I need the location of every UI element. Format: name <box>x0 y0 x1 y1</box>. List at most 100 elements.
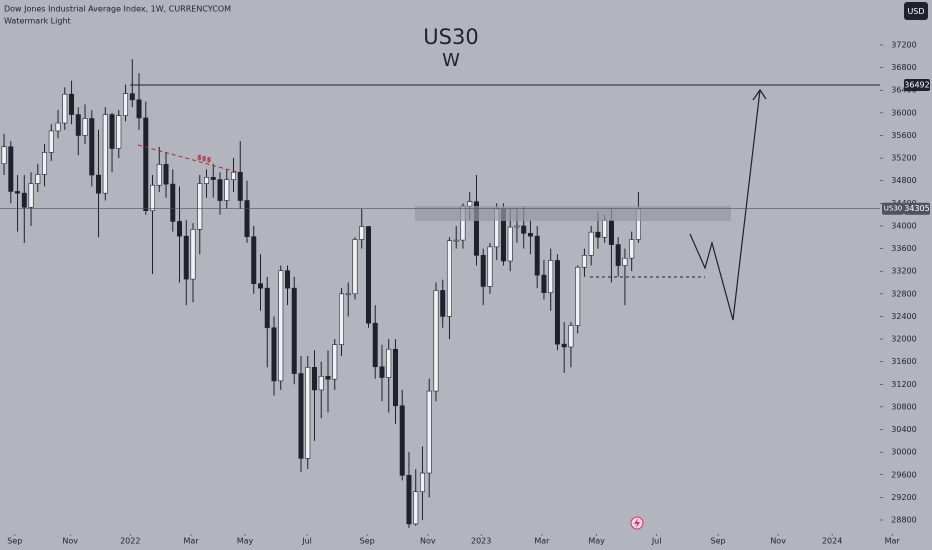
candle-body <box>392 348 398 407</box>
chart-subtitle: W <box>442 50 460 71</box>
y-tick-label: 32800 <box>891 289 916 298</box>
last-price-name: US30 <box>884 205 902 213</box>
candle-body <box>581 255 587 268</box>
candle-body <box>170 183 176 222</box>
event-icon-bolt[interactable] <box>634 518 640 528</box>
candle-body <box>399 405 405 476</box>
x-tick-label: Nov <box>770 537 786 546</box>
last-price-box <box>904 202 930 215</box>
x-tick-label: 2023 <box>471 537 491 546</box>
candle-body <box>129 93 135 101</box>
candle-body <box>433 290 439 392</box>
candle-body <box>446 240 452 317</box>
x-tick-label: Nov <box>62 537 78 546</box>
symbol-description: Dow Jones Industrial Average Index, 1W, … <box>4 5 231 14</box>
x-tick-label: Jul <box>651 537 662 546</box>
candle-body <box>163 164 169 185</box>
candle-body <box>123 93 129 116</box>
last-price-label: 34305 <box>904 204 929 213</box>
candle-body <box>345 293 351 296</box>
candle-body <box>150 184 156 211</box>
y-tick-label: 36800 <box>891 63 916 72</box>
y-tick-label: 33600 <box>891 244 916 253</box>
y-tick-label: 34800 <box>891 176 916 185</box>
candle-body <box>629 239 635 259</box>
candle-body <box>69 93 75 115</box>
candle-body <box>35 174 41 184</box>
y-tick-label: 36000 <box>891 108 916 117</box>
candle-body <box>116 115 122 149</box>
candle-body <box>318 376 324 391</box>
candle-body <box>197 183 203 230</box>
x-tick-label: May <box>588 537 605 546</box>
level-label-box <box>904 79 930 92</box>
candle-body <box>244 200 250 237</box>
candle-body <box>82 118 88 136</box>
x-tick-label: Sep <box>7 537 22 546</box>
candle-body <box>554 260 560 345</box>
last-price-name-box <box>882 202 904 215</box>
candle-body <box>615 244 621 266</box>
candle-body <box>365 226 371 324</box>
resistance-zone <box>415 206 731 221</box>
candle-body <box>143 117 149 211</box>
x-tick-label: May <box>237 537 254 546</box>
candle-body <box>521 225 527 234</box>
y-tick-label: 32000 <box>891 335 916 344</box>
candle-body <box>89 118 95 176</box>
candle-body <box>109 114 115 149</box>
x-tick-label: Mar <box>534 537 550 546</box>
candle-body <box>453 239 459 242</box>
y-tick-label: 34400 <box>891 199 916 208</box>
candle-body <box>237 171 243 201</box>
y-tick-label: 35200 <box>891 154 916 163</box>
candle-body <box>217 179 223 201</box>
candle-body <box>8 146 14 192</box>
candle-body <box>62 93 68 124</box>
candle-body <box>467 201 473 207</box>
candle-body <box>359 226 365 240</box>
candle-body <box>588 231 594 256</box>
candle-body <box>177 221 183 237</box>
candle-body <box>332 344 338 380</box>
x-tick-label: Mar <box>183 537 199 546</box>
candle-body <box>28 183 34 208</box>
candle-body <box>136 99 142 119</box>
candle-body <box>15 191 21 194</box>
candle-body <box>419 472 425 493</box>
candle-body <box>278 270 284 382</box>
candle-body <box>440 290 446 317</box>
x-tick-label: Mar <box>885 537 901 546</box>
candle-body <box>622 257 628 266</box>
candle-body <box>21 192 27 208</box>
y-tick-label: 32400 <box>891 312 916 321</box>
x-tick-label: Jul <box>301 537 312 546</box>
currency-button[interactable] <box>904 2 928 20</box>
candle-body <box>426 390 432 474</box>
x-tick-label: Sep <box>360 537 375 546</box>
candle-body <box>602 219 608 238</box>
candle-body <box>102 114 108 194</box>
candles-layer <box>1 59 641 528</box>
candle-body <box>305 367 311 459</box>
candle-body <box>156 164 162 186</box>
y-tick-label: 30400 <box>891 425 916 434</box>
candle-body <box>284 270 290 289</box>
candle-body <box>487 246 493 287</box>
candle-body <box>251 236 257 284</box>
level-label: 36492 <box>904 81 929 90</box>
candle-body <box>1 146 7 165</box>
currency-label[interactable]: USD <box>907 7 924 16</box>
candle-body <box>48 130 54 153</box>
chart-title: US30 <box>423 25 478 49</box>
candle-body <box>575 266 581 326</box>
candle-body <box>204 177 210 184</box>
candle-body <box>96 174 102 194</box>
candle-body <box>224 179 230 201</box>
y-tick-label: 31200 <box>891 380 916 389</box>
candle-body <box>231 171 237 180</box>
candle-body <box>264 287 270 329</box>
candle-body <box>608 219 614 245</box>
